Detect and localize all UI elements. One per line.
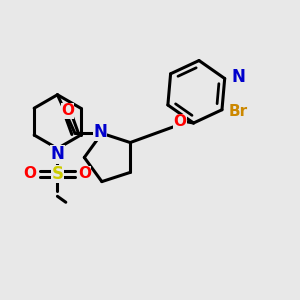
Text: N: N bbox=[50, 146, 64, 164]
Text: O: O bbox=[174, 114, 187, 129]
Text: O: O bbox=[61, 103, 74, 118]
Text: N: N bbox=[93, 123, 107, 141]
Text: S: S bbox=[51, 165, 63, 183]
Text: O: O bbox=[78, 167, 91, 182]
Text: N: N bbox=[231, 68, 245, 86]
Text: O: O bbox=[23, 167, 37, 182]
Text: Br: Br bbox=[229, 104, 248, 119]
